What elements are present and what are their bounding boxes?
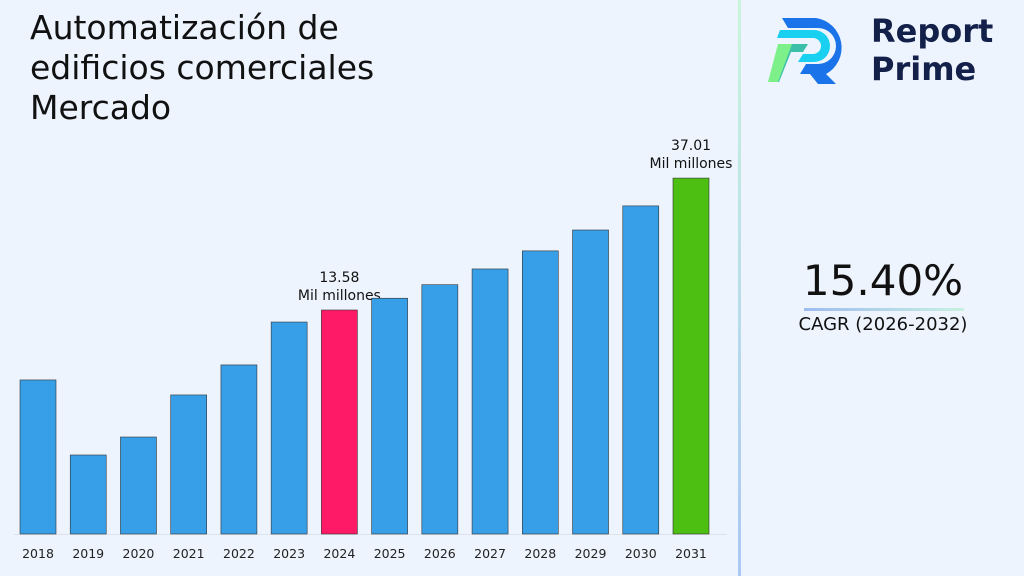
- x-tick-label: 2028: [524, 546, 556, 561]
- data-label-value: 37.01: [671, 138, 711, 154]
- x-tick-label: 2029: [575, 546, 607, 561]
- cagr-value: 15.40%: [802, 256, 964, 305]
- bar-2021: [170, 394, 207, 535]
- x-tick-label: 2022: [223, 546, 255, 561]
- x-tick-label: 2018: [22, 546, 54, 561]
- brand-name: Report Prime: [871, 12, 993, 88]
- x-tick-label: 2025: [374, 546, 406, 561]
- bar-2029: [572, 229, 609, 535]
- data-label-unit: Mil millones: [650, 156, 733, 172]
- data-label-value: 13.58: [319, 270, 359, 286]
- bar-2030: [622, 205, 660, 535]
- x-tick-label: 2019: [72, 546, 104, 561]
- data-label-unit: Mil millones: [298, 288, 381, 304]
- cagr-label: CAGR (2026-2032): [798, 314, 968, 335]
- x-tick-label: 2023: [273, 546, 305, 561]
- x-tick-label: 2020: [123, 546, 155, 561]
- brand-line2: Prime: [871, 50, 977, 88]
- cagr-underline: [804, 308, 964, 311]
- bar-2026: [421, 284, 459, 535]
- bar-2024: [321, 309, 358, 535]
- x-tick-label: 2021: [173, 546, 205, 561]
- bar-chart: 2018 2019 2020 2021 2022 2023 2024 13.58 Mil mil…: [14, 138, 733, 561]
- bar-2025: [371, 297, 408, 535]
- bar-2027: [471, 268, 509, 535]
- bar-2018: [19, 379, 57, 535]
- bar-2028: [521, 250, 559, 535]
- x-tick-label: 2030: [625, 546, 657, 561]
- brand-line1: Report: [871, 12, 994, 50]
- x-tick-label: 2024: [323, 546, 355, 561]
- bar-2020: [120, 436, 157, 535]
- report-prime-logo: [768, 18, 842, 84]
- chart-title: Automatización de edificios comerciales …: [30, 8, 375, 127]
- bar-2019: [69, 454, 107, 535]
- x-tick-label: 2027: [474, 546, 506, 561]
- divider: [738, 0, 741, 576]
- bar-2031: [672, 177, 710, 535]
- x-tick-label: 2026: [424, 546, 456, 561]
- x-tick-label: 2031: [675, 546, 707, 561]
- bar-2023: [270, 321, 308, 535]
- bar-2022: [220, 364, 258, 535]
